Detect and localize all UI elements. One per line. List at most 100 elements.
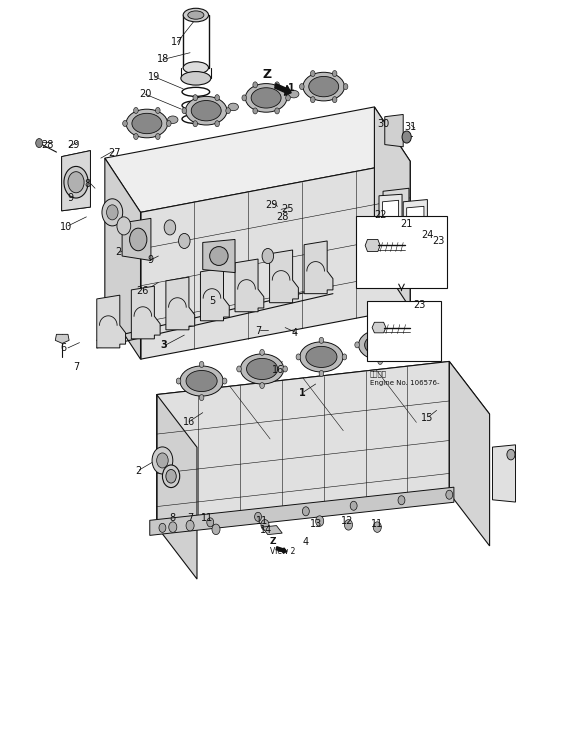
Polygon shape (166, 277, 195, 330)
Text: 31: 31 (404, 121, 416, 132)
Circle shape (176, 378, 181, 384)
Circle shape (199, 395, 204, 401)
Polygon shape (131, 286, 160, 339)
Ellipse shape (300, 342, 343, 372)
Circle shape (207, 518, 214, 527)
Circle shape (193, 120, 198, 127)
Ellipse shape (241, 354, 283, 384)
FancyArrow shape (275, 84, 291, 96)
Circle shape (102, 199, 123, 226)
Circle shape (342, 354, 347, 360)
Polygon shape (122, 218, 151, 261)
Ellipse shape (126, 109, 168, 138)
Text: 2: 2 (115, 247, 121, 258)
Text: 27: 27 (108, 148, 120, 158)
Polygon shape (235, 259, 264, 312)
Text: 11: 11 (371, 519, 384, 529)
Text: 24: 24 (421, 230, 434, 240)
Polygon shape (492, 445, 516, 502)
Ellipse shape (210, 247, 228, 266)
Circle shape (310, 96, 315, 102)
Text: 12: 12 (340, 516, 353, 526)
Circle shape (253, 108, 257, 114)
FancyArrow shape (276, 547, 287, 553)
Text: 30: 30 (377, 119, 389, 130)
Circle shape (319, 370, 324, 376)
Polygon shape (449, 361, 490, 546)
Circle shape (193, 95, 198, 101)
Text: 16: 16 (183, 416, 195, 427)
Polygon shape (365, 239, 380, 252)
Text: 25: 25 (282, 204, 294, 215)
Text: 21: 21 (400, 218, 412, 229)
Polygon shape (262, 526, 282, 535)
Ellipse shape (245, 84, 287, 112)
Ellipse shape (130, 228, 147, 251)
Polygon shape (62, 151, 90, 211)
Circle shape (402, 131, 411, 143)
Polygon shape (105, 158, 141, 359)
Circle shape (344, 520, 353, 530)
Ellipse shape (166, 470, 176, 483)
Text: 29: 29 (266, 200, 278, 210)
Ellipse shape (188, 11, 204, 20)
Circle shape (401, 342, 406, 348)
Circle shape (260, 349, 264, 355)
Ellipse shape (365, 334, 396, 355)
Polygon shape (62, 151, 90, 211)
Text: 28: 28 (41, 139, 54, 150)
Polygon shape (55, 334, 69, 343)
Polygon shape (270, 250, 298, 303)
Polygon shape (407, 206, 424, 245)
Ellipse shape (358, 330, 402, 360)
Text: 22: 22 (374, 210, 386, 221)
Circle shape (283, 366, 287, 372)
Circle shape (378, 358, 382, 364)
Polygon shape (374, 107, 410, 308)
Circle shape (242, 95, 247, 101)
Circle shape (373, 522, 381, 532)
Text: 7: 7 (187, 513, 193, 523)
Circle shape (212, 524, 220, 535)
Ellipse shape (162, 465, 180, 488)
Circle shape (316, 516, 324, 526)
Text: 17: 17 (171, 37, 184, 47)
Text: 23: 23 (413, 300, 426, 310)
Circle shape (350, 501, 357, 511)
Text: 29: 29 (67, 139, 80, 150)
Text: 1: 1 (287, 83, 294, 93)
Text: 11: 11 (201, 513, 214, 523)
Circle shape (332, 96, 337, 102)
Ellipse shape (289, 90, 299, 98)
Text: Z: Z (270, 537, 276, 546)
Text: 4: 4 (292, 328, 298, 338)
Circle shape (226, 108, 230, 114)
Circle shape (215, 95, 219, 101)
Ellipse shape (247, 358, 278, 380)
Text: 2: 2 (135, 466, 141, 477)
Ellipse shape (251, 88, 281, 108)
Circle shape (275, 82, 279, 88)
Circle shape (156, 108, 160, 114)
Polygon shape (157, 361, 490, 447)
Circle shape (179, 233, 190, 248)
Text: 16: 16 (271, 365, 284, 376)
Ellipse shape (306, 346, 337, 367)
Polygon shape (383, 188, 409, 252)
Circle shape (222, 378, 227, 384)
Circle shape (134, 133, 138, 139)
Text: 9: 9 (148, 255, 154, 265)
Text: 19: 19 (148, 72, 161, 82)
Circle shape (446, 490, 453, 499)
Ellipse shape (228, 103, 238, 111)
Circle shape (159, 523, 166, 532)
Circle shape (261, 520, 269, 530)
Circle shape (237, 366, 241, 372)
Circle shape (156, 133, 160, 139)
Polygon shape (379, 194, 402, 239)
Text: 適用番号
Engine No. 106576-: 適用番号 Engine No. 106576- (370, 370, 439, 386)
Circle shape (253, 82, 257, 88)
Circle shape (166, 120, 171, 127)
Ellipse shape (303, 72, 344, 101)
Circle shape (332, 71, 337, 77)
